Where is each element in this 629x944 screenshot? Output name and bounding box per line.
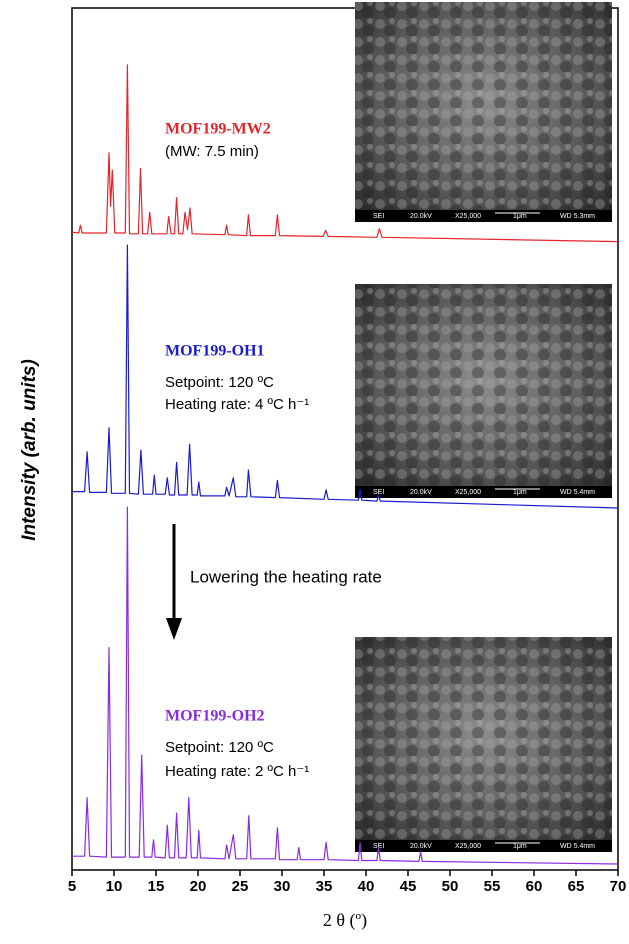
sem-label: WD 5.3mm (560, 213, 595, 220)
series-label: MOF199-OH2 (165, 708, 265, 725)
sem-texture (355, 284, 612, 486)
arrow-head (166, 618, 182, 640)
sem-info-bar (355, 486, 612, 498)
x-tick-label: 10 (106, 878, 123, 895)
x-tick-label: 60 (526, 878, 543, 895)
x-tick-label: 35 (316, 878, 333, 895)
sem-label: X25,000 (455, 489, 481, 496)
annotation: Setpoint: 120 ºC (165, 374, 274, 391)
x-axis-title: 2 θ (º) (323, 910, 367, 931)
sem-label: SEI (373, 213, 384, 220)
sem-info-bar (355, 840, 612, 852)
sem-label: 20.0kV (410, 489, 432, 496)
sem-label: 1μm (513, 213, 527, 220)
sem-info-bar (355, 210, 612, 222)
x-tick-label: 5 (68, 878, 76, 895)
sem-label: X25,000 (455, 213, 481, 220)
annotation: Lowering the heating rate (190, 567, 382, 586)
xrd-pattern (72, 506, 619, 865)
sem-label: WD 5.4mm (560, 843, 595, 850)
series-label: MOF199-MW2 (165, 121, 271, 138)
xrd-pattern (72, 244, 619, 509)
y-axis-title: Intensity (arb. units) (19, 359, 40, 541)
sem-label: 20.0kV (410, 843, 432, 850)
annotation: Setpoint: 120 ºC (165, 739, 274, 756)
plot-frame (71, 7, 619, 871)
sem-texture (355, 2, 612, 210)
sem-label: X25,000 (455, 843, 481, 850)
sem-texture (355, 637, 612, 840)
x-tick-label: 40 (358, 878, 375, 895)
annotation: Heating rate: 4 ºC h⁻¹ (165, 396, 309, 413)
sem-label: 20.0kV (410, 213, 432, 220)
x-tick-label: 55 (484, 878, 501, 895)
annotation: Heating rate: 2 ºC h⁻¹ (165, 763, 309, 780)
x-tick-label: 25 (232, 878, 249, 895)
x-tick-label: 15 (148, 878, 165, 895)
xrd-pattern (71, 64, 619, 243)
series-label: MOF199-OH1 (165, 343, 265, 360)
x-tick-label: 50 (442, 878, 459, 895)
sem-label: SEI (373, 843, 384, 850)
x-tick-label: 65 (568, 878, 585, 895)
sem-label: WD 5.4mm (560, 489, 595, 496)
x-tick-label: 70 (610, 878, 627, 895)
x-tick-label: 30 (274, 878, 291, 895)
x-tick-label: 45 (400, 878, 417, 895)
annotation: (MW: 7.5 min) (165, 143, 259, 160)
x-tick-label: 20 (190, 878, 207, 895)
sem-label: 1μm (513, 489, 527, 496)
sem-label: SEI (373, 489, 384, 496)
sem-label: 1μm (513, 843, 527, 850)
